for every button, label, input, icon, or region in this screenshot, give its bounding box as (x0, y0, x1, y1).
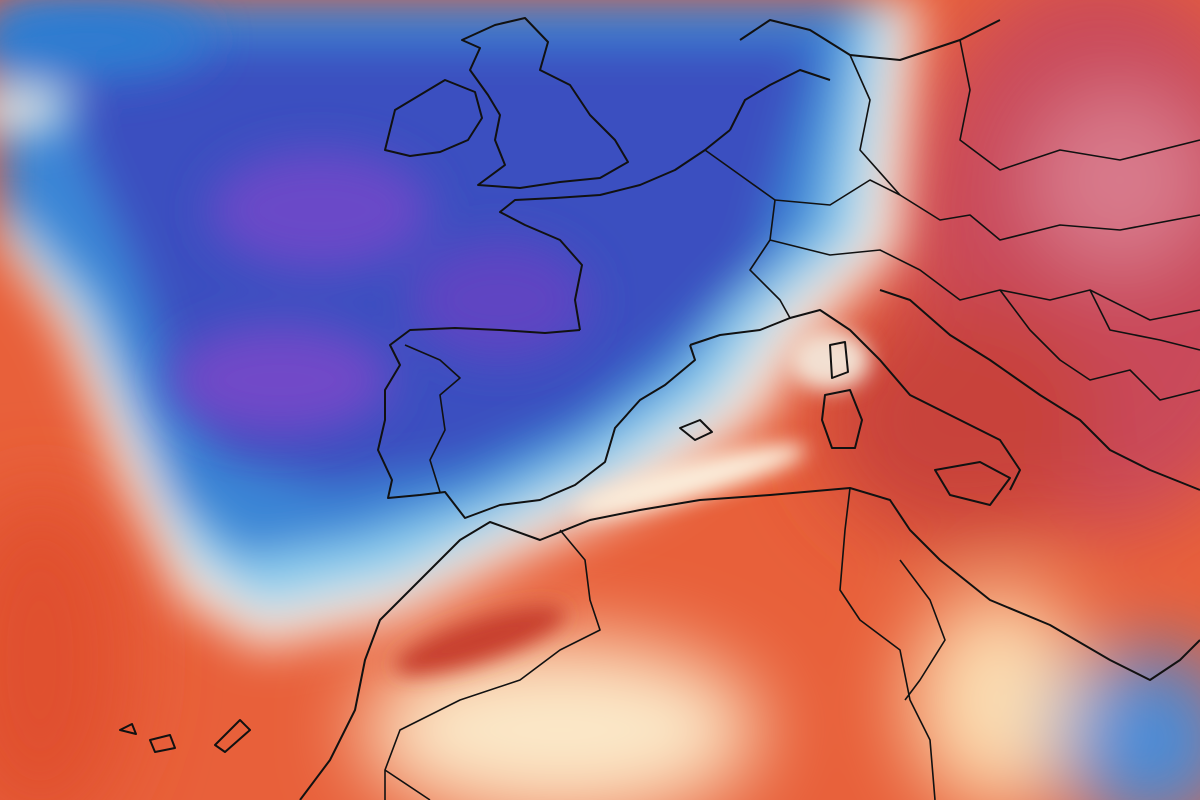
north-africa (299, 487, 1200, 800)
balkans (999, 289, 1200, 401)
netherlands-coast (729, 69, 831, 131)
morocco-algeria (384, 529, 601, 800)
adriatic (879, 289, 1200, 491)
sicily (934, 461, 1011, 506)
mediterranean-north (689, 309, 1021, 491)
atlas-warm (394, 605, 566, 675)
ireland (384, 79, 483, 157)
warm-africa (910, 590, 1090, 800)
corsica (829, 341, 849, 379)
balearics (679, 419, 713, 441)
warm-streak (0, 90, 70, 130)
coastlines (119, 17, 1200, 800)
warm-africa (360, 640, 760, 800)
france-atlantic (499, 129, 731, 331)
central-europe (769, 239, 1200, 321)
germany-poland (849, 39, 1200, 196)
cold-streak (0, 0, 210, 80)
iberia (377, 327, 696, 519)
western-sahara (384, 769, 431, 800)
warm-east (1030, 90, 1200, 270)
coldest-core (410, 240, 590, 360)
tunisia-libya (899, 559, 946, 701)
coldest-core (210, 150, 430, 270)
borders (384, 39, 1200, 800)
central-europe (774, 179, 1200, 241)
canaries (119, 719, 251, 753)
coldest-core (170, 325, 390, 435)
portugal-spain (404, 344, 461, 493)
warm-atlantic (0, 490, 130, 800)
front-band (573, 444, 807, 516)
great-britain (461, 17, 629, 189)
cold-corner (1060, 650, 1200, 800)
sardinia (821, 389, 863, 449)
algeria-tunisia (839, 487, 936, 800)
